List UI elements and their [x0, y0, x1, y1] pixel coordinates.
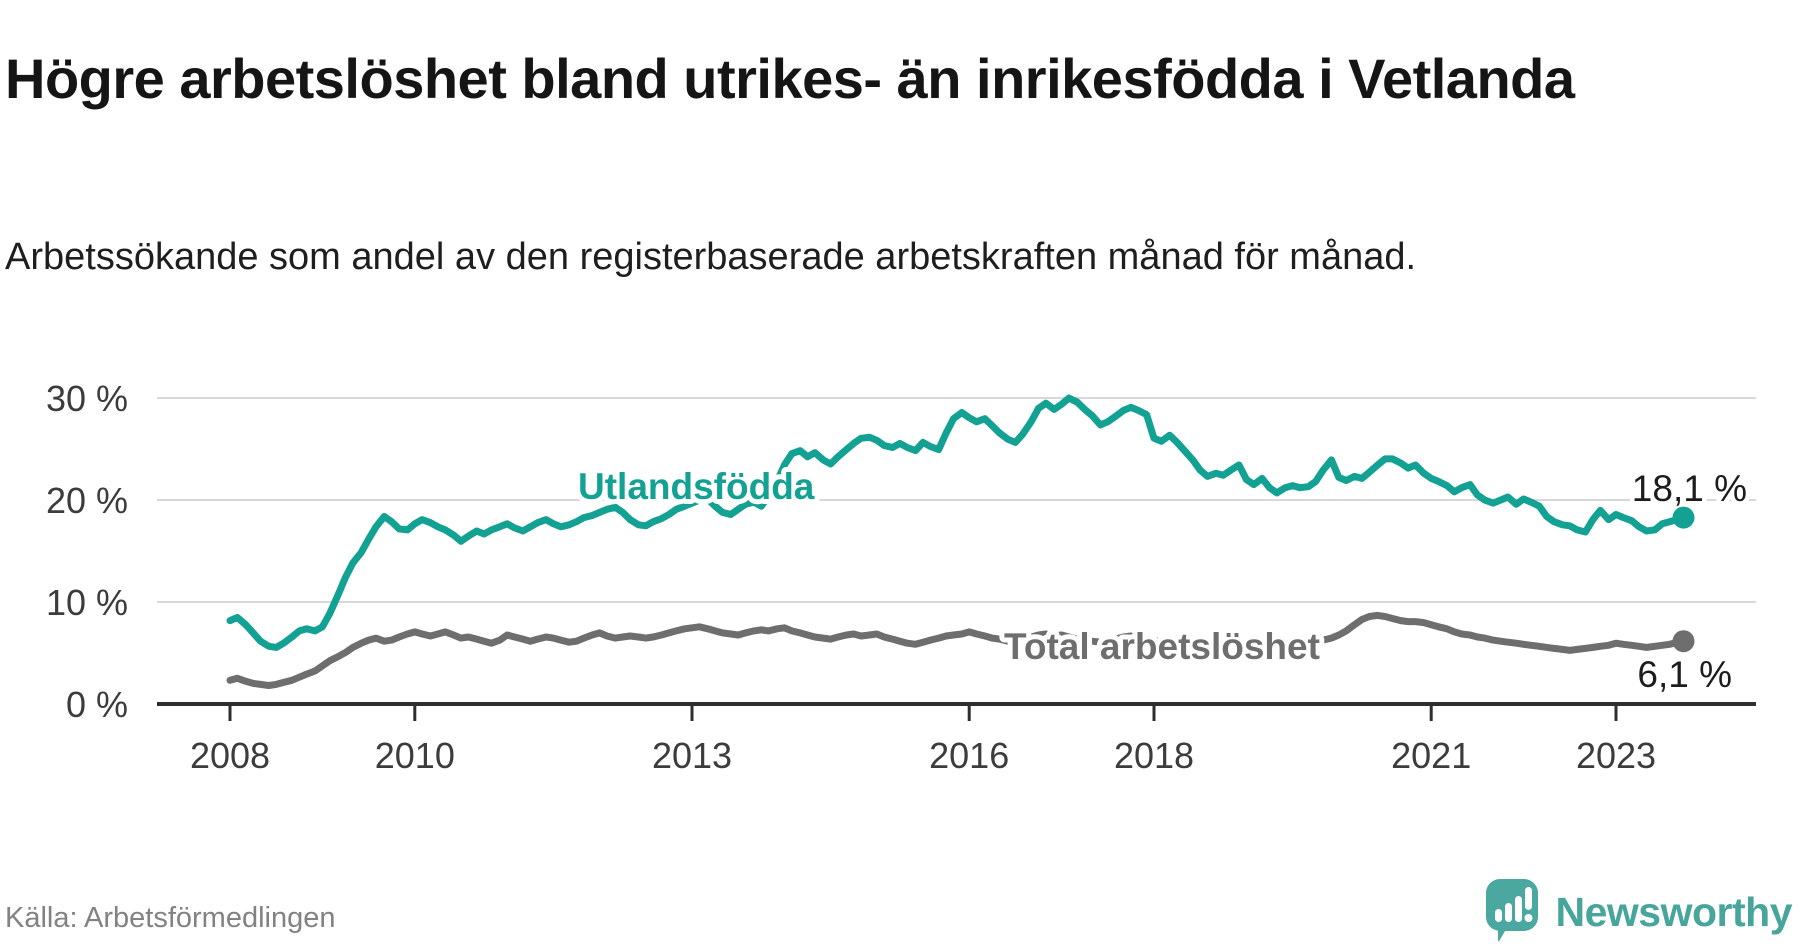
x-axis-label: 2008	[190, 735, 270, 776]
exclamation-bar	[1524, 886, 1532, 910]
series-end-dot-utlandsfodda	[1672, 506, 1695, 529]
bar-small	[1494, 908, 1502, 922]
y-axis-label: 30 %	[46, 378, 128, 419]
x-axis-label: 2016	[929, 735, 1009, 776]
x-axis-tick-marks	[228, 706, 1618, 721]
series-label-total-arbetsloshet: Total arbetslöshet	[1004, 626, 1320, 667]
newsworthy-wordmark: Newsworthy	[1555, 888, 1793, 935]
total-arbetsloshet-line	[226, 611, 1687, 689]
end-value-label-total: 6,1 %	[1637, 654, 1732, 695]
series-label-utlandsfodda: Utlandsfödda	[578, 466, 815, 507]
utlandsfodda-line	[226, 394, 1687, 651]
bar-large	[1514, 895, 1522, 922]
x-axis-label: 2018	[1114, 735, 1194, 776]
y-axis-label: 20 %	[46, 480, 128, 521]
chart-title: Högre arbetslöshet bland utrikes- än inr…	[5, 46, 1575, 110]
x-axis-label: 2013	[652, 735, 732, 776]
newsworthy-brand: Newsworthy	[1485, 878, 1793, 946]
end-value-label-utlandsfodda: 18,1 %	[1632, 468, 1747, 509]
x-axis-label: 2010	[375, 735, 455, 776]
source-note: Källa: Arbetsförmedlingen	[5, 902, 336, 934]
y-axis-label: 10 %	[46, 582, 128, 623]
x-axis-label: 2023	[1576, 735, 1656, 776]
y-axis-labels: 30 % 20 % 10 % 0 %	[46, 378, 128, 725]
chart-subtitle: Arbetssökande som andel av den registerb…	[5, 236, 1417, 278]
series-end-dot-total	[1672, 630, 1695, 653]
newsworthy-logo-icon	[1485, 878, 1538, 942]
y-axis-label: 0 %	[66, 684, 128, 725]
x-axis-labels: 2008 2010 2013 2016 2018 2021 2023	[190, 735, 1656, 776]
bar-medium	[1504, 902, 1512, 922]
exclamation-dot	[1524, 913, 1532, 922]
x-axis-label: 2021	[1391, 735, 1471, 776]
